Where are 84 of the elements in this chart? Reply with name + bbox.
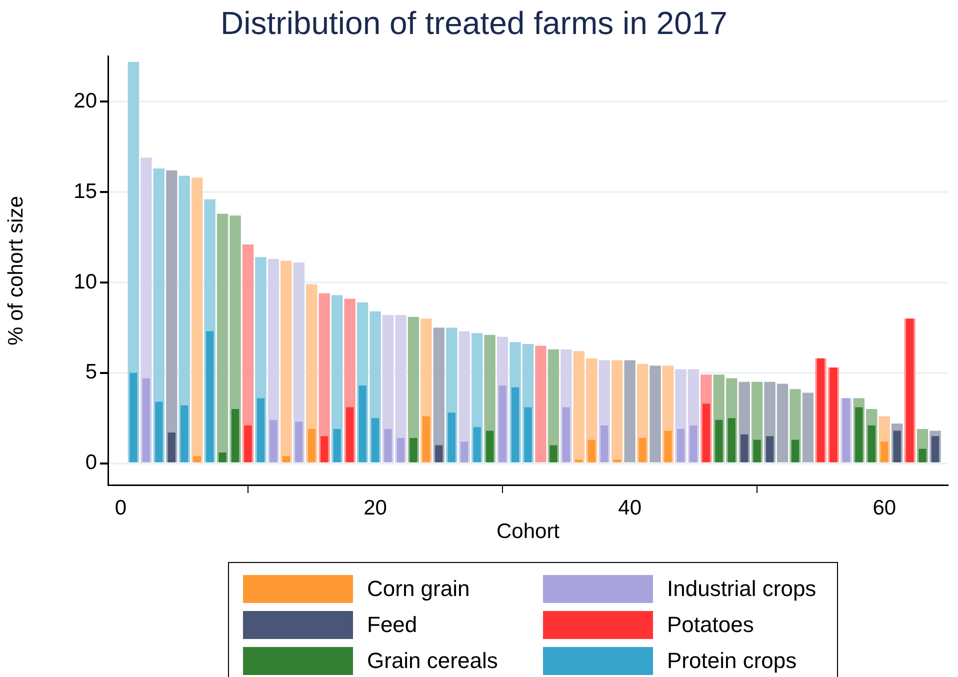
bar xyxy=(728,418,736,462)
bar xyxy=(320,436,328,462)
bar xyxy=(715,420,723,462)
bar xyxy=(486,430,494,462)
bar xyxy=(650,366,661,462)
legend-label: Corn grain xyxy=(367,576,470,602)
bar xyxy=(410,438,418,462)
bar xyxy=(458,331,470,462)
bar xyxy=(244,425,252,462)
x-tick-label: 20 xyxy=(364,496,387,520)
bar xyxy=(193,456,201,462)
bar xyxy=(166,170,178,462)
bar xyxy=(168,432,176,462)
bar xyxy=(130,372,138,462)
x-tick-label: 60 xyxy=(872,496,896,520)
bar xyxy=(473,427,481,462)
bar xyxy=(371,418,380,462)
bar xyxy=(931,436,940,462)
bar xyxy=(802,392,814,462)
bar xyxy=(638,438,646,462)
bar xyxy=(142,378,150,462)
bar xyxy=(333,428,341,462)
bar xyxy=(766,436,774,462)
bar xyxy=(280,260,292,462)
y-tick-label: 20 xyxy=(74,89,97,112)
x-axis-title: Cohort xyxy=(496,520,560,544)
legend-label: Potatoes xyxy=(667,612,754,638)
bar xyxy=(396,438,405,462)
legend-label: Feed xyxy=(367,612,418,638)
legend-label: Protein crops xyxy=(667,648,797,674)
bar xyxy=(191,178,203,462)
bar xyxy=(588,440,596,462)
bar xyxy=(880,442,888,462)
bar xyxy=(753,440,761,462)
bar xyxy=(206,331,214,462)
bar xyxy=(384,428,392,462)
bar xyxy=(180,405,188,462)
bar xyxy=(498,386,506,462)
bar xyxy=(575,460,583,462)
bar xyxy=(664,430,672,462)
bar xyxy=(270,420,278,462)
x-tick-label: 0 xyxy=(114,496,127,520)
bar xyxy=(460,442,468,462)
bar xyxy=(511,387,520,462)
bar xyxy=(740,434,748,462)
bar xyxy=(550,445,558,462)
bar xyxy=(218,452,226,462)
chart-title: Distribution of treated farms in 2017 xyxy=(220,5,728,42)
bar xyxy=(358,386,366,462)
bar xyxy=(535,346,546,462)
bar xyxy=(524,407,532,462)
bar xyxy=(676,428,685,462)
bar xyxy=(433,328,445,462)
bar xyxy=(318,293,330,462)
bar xyxy=(600,425,608,462)
y-tick-label: 10 xyxy=(74,270,97,294)
bar xyxy=(308,428,316,462)
bar xyxy=(422,416,430,462)
bar xyxy=(295,422,303,462)
bar xyxy=(231,409,240,462)
bar xyxy=(791,440,800,462)
legend-label: Grain cereals xyxy=(367,648,498,674)
y-tick-label: 5 xyxy=(85,360,97,384)
legend-label: Industrial crops xyxy=(667,576,816,602)
bar xyxy=(282,456,290,462)
bar xyxy=(346,407,354,462)
bar xyxy=(448,412,456,462)
y-axis-title: % of cohort size xyxy=(4,196,28,346)
bar xyxy=(690,425,698,462)
x-tick-label: 40 xyxy=(618,496,642,520)
bar xyxy=(155,402,163,462)
y-tick-label: 15 xyxy=(74,180,97,203)
bar xyxy=(624,360,636,462)
y-tick-label: 0 xyxy=(85,451,97,474)
bar xyxy=(256,398,265,462)
bar xyxy=(562,407,570,462)
bar xyxy=(435,445,443,462)
bar xyxy=(918,448,926,462)
bar xyxy=(868,425,876,462)
bar xyxy=(702,404,710,462)
bar xyxy=(613,460,621,462)
bar xyxy=(611,360,623,462)
bar xyxy=(855,407,863,462)
bar xyxy=(893,430,901,462)
